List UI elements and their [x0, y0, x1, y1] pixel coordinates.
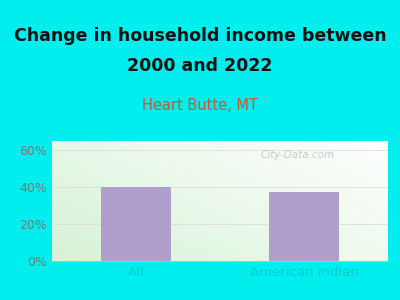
Bar [101, 187, 171, 261]
Text: Heart Butte, MT: Heart Butte, MT [142, 98, 258, 112]
Text: Change in household income between: Change in household income between [14, 27, 386, 45]
Text: City-Data.com: City-Data.com [260, 150, 334, 161]
Bar [269, 192, 339, 261]
Text: 2000 and 2022: 2000 and 2022 [127, 57, 273, 75]
